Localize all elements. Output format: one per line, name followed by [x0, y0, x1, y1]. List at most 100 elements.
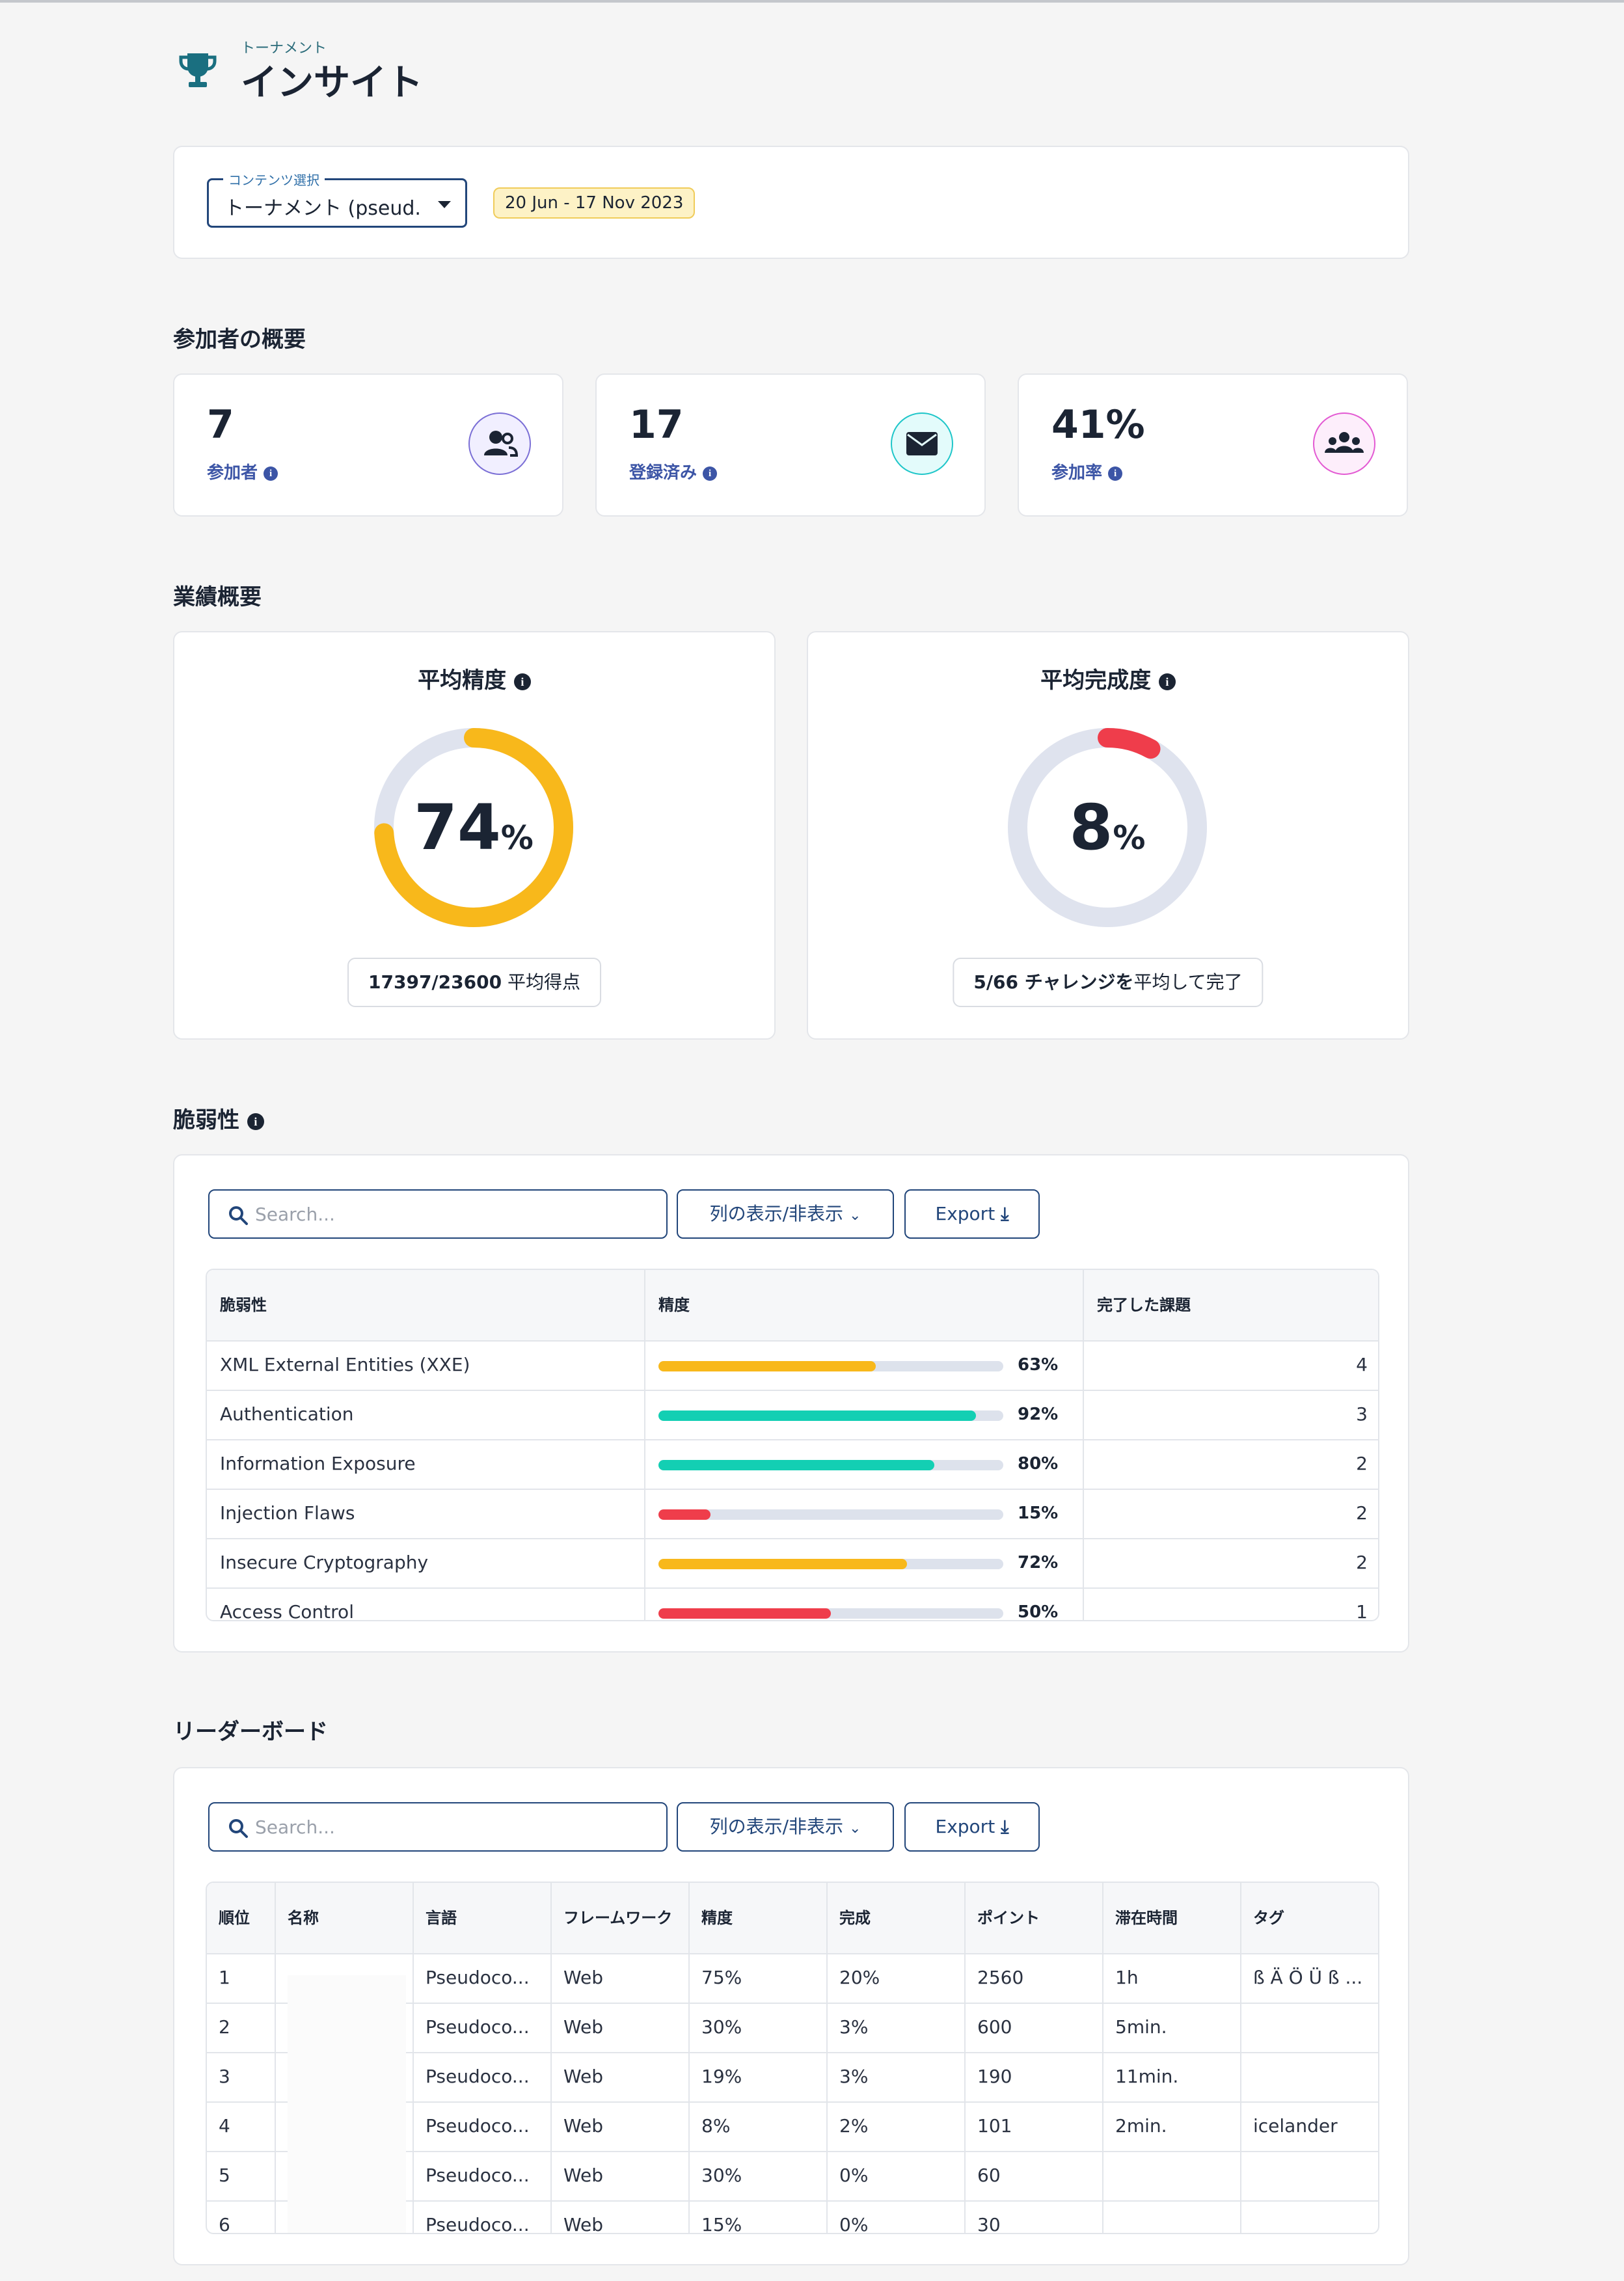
table-row[interactable]: XML External Entities (XXE) 63% 4 — [207, 1340, 1378, 1391]
accuracy-percent: 80% — [1018, 1454, 1059, 1474]
language-cell: Pseudoco... — [414, 2003, 552, 2052]
language-cell: Pseudoco... — [414, 2052, 552, 2101]
column-header-accuracy[interactable]: 精度 — [690, 1883, 828, 1953]
accuracy-gauge-arc — [374, 728, 573, 927]
column-header-completion[interactable]: 完成 — [828, 1883, 966, 1953]
window-top-border — [0, 0, 1624, 3]
time-cell: 5min. — [1103, 2003, 1241, 2052]
toggle-columns-button[interactable]: 列の表示/非表示 ⌄ — [677, 1189, 894, 1239]
completion-value: 8% — [1069, 791, 1146, 864]
chevron-down-icon: ⌄ — [848, 1820, 861, 1837]
performance-section-title: 業績概要 — [173, 584, 262, 610]
column-header-name[interactable]: 名称 — [276, 1883, 414, 1953]
export-button[interactable]: Export ⤓ — [904, 1189, 1040, 1239]
info-icon[interactable]: i — [703, 466, 718, 481]
content-select-dropdown[interactable]: コンテンツ選択 トーナメント (pseud... — [207, 170, 467, 228]
leaderboard-search-input[interactable]: Search... — [208, 1802, 668, 1852]
table-row[interactable]: 1 Pseudoco... Web 75% 20% 2560 1h ß Ä Ö Ü ß ... — [207, 1953, 1378, 2004]
column-header-tags[interactable]: タグ — [1253, 1909, 1284, 1927]
info-icon[interactable]: i — [264, 466, 278, 481]
date-range-badge: 20 Jun - 17 Nov 2023 — [493, 187, 696, 219]
completion-card: 平均完成度 i 8% 5/66 チャレンジを平均して完了 — [807, 631, 1409, 1040]
table-row[interactable]: 4 Pseudoco... Web 8% 2% 101 2min. icelander — [207, 2101, 1378, 2152]
accuracy-percent: 63% — [1018, 1355, 1059, 1375]
vulnerabilities-search-input[interactable]: Search... — [208, 1189, 668, 1239]
envelope-icon — [891, 412, 953, 475]
download-icon: ⤓ — [1001, 1203, 1009, 1224]
completion-summary-pill: 5/66 チャレンジを平均して完了 — [953, 958, 1264, 1007]
users-icon — [468, 412, 531, 475]
points-cell: 101 — [966, 2101, 1103, 2151]
stat-label: 参加者 i — [207, 459, 278, 483]
accuracy-cell: 63% — [645, 1340, 1084, 1390]
accuracy-cell: 80% — [645, 1439, 1084, 1489]
vulnerability-name: Information Exposure — [207, 1439, 645, 1489]
column-header-framework[interactable]: フレームワーク — [552, 1883, 690, 1953]
accuracy-bar — [658, 1559, 1003, 1569]
time-cell: 2min. — [1103, 2101, 1241, 2151]
info-icon[interactable]: i — [1158, 673, 1176, 690]
accuracy-bar-fill — [658, 1410, 976, 1421]
table-row[interactable]: Authentication 92% 3 — [207, 1390, 1378, 1440]
name-cell — [276, 1953, 414, 2003]
accuracy-cell: 15% — [645, 1489, 1084, 1538]
framework-cell: Web — [552, 2151, 690, 2200]
name-cell — [276, 2052, 414, 2101]
table-row[interactable]: 6 Pseudoco... Web 15% 0% 30 — [207, 2200, 1378, 2233]
column-header-vulnerability[interactable]: 脆弱性 — [207, 1270, 645, 1340]
accuracy-cell: 19% — [690, 2052, 828, 2101]
stat-value: 41% — [1051, 402, 1145, 448]
name-cell — [276, 2003, 414, 2052]
accuracy-bar — [658, 1608, 1003, 1619]
toggle-columns-button[interactable]: 列の表示/非表示 ⌄ — [677, 1802, 894, 1852]
accuracy-bar-fill — [658, 1460, 934, 1470]
table-header: 脆弱性 精度 完了した課題 — [207, 1270, 1378, 1342]
table-row[interactable]: 3 Pseudoco... Web 19% 3% 190 11min. — [207, 2052, 1378, 2103]
info-icon[interactable]: i — [1108, 466, 1123, 481]
vulnerability-name: Authentication — [207, 1390, 645, 1439]
stat-card-participation-rate: 41% 参加率 i — [1018, 373, 1408, 517]
group-icon — [1313, 412, 1375, 475]
name-cell — [276, 2200, 414, 2233]
column-header-language[interactable]: 言語 — [414, 1883, 552, 1953]
export-button[interactable]: Export ⤓ — [904, 1802, 1040, 1852]
table-row[interactable]: Information Exposure 80% 2 — [207, 1439, 1378, 1490]
info-icon[interactable]: i — [247, 1113, 264, 1130]
trophy-icon — [177, 49, 219, 91]
column-header-time[interactable]: 滞在時間 — [1103, 1883, 1241, 1953]
table-row[interactable]: 2 Pseudoco... Web 30% 3% 600 5min. — [207, 2003, 1378, 2053]
completion-cell: 0% — [828, 2200, 966, 2233]
leaderboard-card: Search... 列の表示/非表示 ⌄ Export ⤓ 順位 名称 言語 フレーム… — [173, 1767, 1409, 2265]
framework-cell: Web — [552, 2101, 690, 2151]
column-header-rank[interactable]: 順位 — [207, 1883, 276, 1953]
tags-cell: ß Ä Ö Ü ß ... — [1253, 1967, 1363, 1988]
table-row[interactable]: Insecure Cryptography 72% 2 — [207, 1538, 1378, 1589]
table-row[interactable]: Injection Flaws 15% 2 — [207, 1489, 1378, 1539]
points-cell: 600 — [966, 2003, 1103, 2052]
column-header-points[interactable]: ポイント — [966, 1883, 1103, 1953]
column-header-accuracy[interactable]: 精度 — [645, 1270, 1084, 1340]
vulnerability-name: XML External Entities (XXE) — [207, 1340, 645, 1390]
column-header-completed[interactable]: 完了した課題 — [1097, 1296, 1191, 1314]
accuracy-title: 平均精度 i — [174, 662, 774, 694]
caret-down-icon — [438, 201, 451, 208]
accuracy-cell: 72% — [645, 1538, 1084, 1587]
name-cell — [276, 2151, 414, 2200]
accuracy-score-pill: 17397/23600 平均得点 — [347, 958, 601, 1007]
time-cell — [1103, 2200, 1241, 2233]
completion-cell: 3% — [828, 2003, 966, 2052]
chevron-down-icon: ⌄ — [848, 1208, 861, 1224]
table-row[interactable]: 5 Pseudoco... Web 30% 0% 60 — [207, 2151, 1378, 2202]
points-cell: 2560 — [966, 1953, 1103, 2003]
tags-cell — [1241, 2151, 1378, 2200]
page-title: インサイト — [241, 62, 423, 104]
download-icon: ⤓ — [1001, 1816, 1009, 1837]
redacted-names — [288, 1975, 406, 2233]
info-icon[interactable]: i — [513, 673, 531, 690]
rank-cell: 6 — [207, 2200, 276, 2233]
completion-cell: 2% — [828, 2101, 966, 2151]
table-row[interactable]: Access Control 50% 1 — [207, 1587, 1378, 1620]
accuracy-bar — [658, 1361, 1003, 1371]
completion-cell: 20% — [828, 1953, 966, 2003]
rank-cell: 2 — [207, 2003, 276, 2052]
